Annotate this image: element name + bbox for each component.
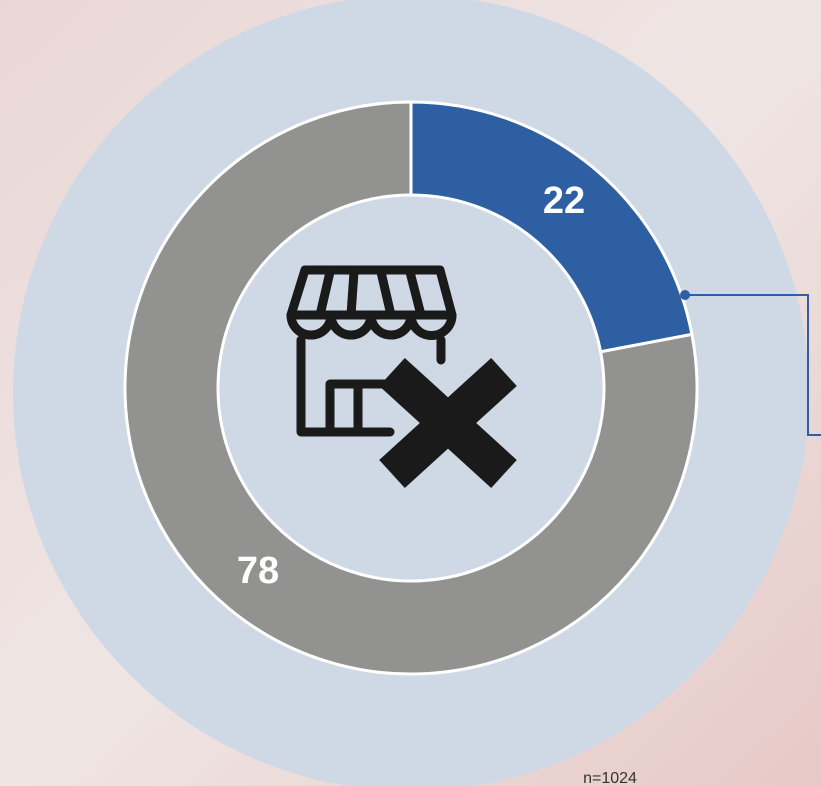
sample-note: n=1024 — [583, 770, 637, 786]
data-label: 78 — [237, 550, 279, 592]
chart: n=1024 22 78 — [0, 0, 821, 786]
data-label: 22 — [543, 180, 585, 222]
connector-dot — [680, 290, 690, 300]
page: {"chart_data": {"type": "pie", "donut": … — [0, 0, 821, 786]
